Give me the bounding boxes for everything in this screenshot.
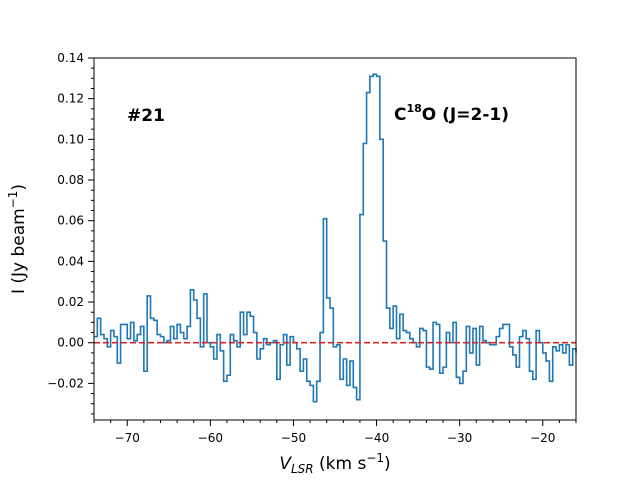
x-axis-label: VLSR (km s−1) — [279, 451, 390, 476]
series-group — [94, 73, 577, 403]
y-tick-label: 0.08 — [57, 173, 84, 187]
y-label-sup: −1 — [6, 191, 20, 209]
x-label-unit-close: ) — [384, 454, 391, 474]
spectrum-step-line — [94, 73, 577, 403]
y-tick-label: 0.12 — [57, 92, 84, 106]
y-tick-label: 0.00 — [57, 336, 84, 350]
y-tick-label: 0.04 — [57, 254, 84, 268]
x-tick-label: −30 — [447, 431, 472, 445]
y-tick-label: 0.14 — [57, 51, 84, 65]
y-tick-label: −0.02 — [47, 376, 84, 390]
plot-background — [94, 58, 576, 420]
x-label-unit-sup: −1 — [366, 451, 384, 465]
x-tick-labels: −70 −60 −50 −40 −30 −20 — [115, 431, 556, 445]
molecule-element: C — [394, 105, 406, 125]
y-tick-label: 0.02 — [57, 295, 84, 309]
x-tick-label: −70 — [115, 431, 140, 445]
y-label-main: I (Jy beam — [9, 208, 29, 294]
y-tick-labels: −0.02 0.00 0.02 0.04 0.06 0.08 0.10 0.12 0.14 — [47, 51, 84, 390]
x-tick-label: −60 — [198, 431, 223, 445]
y-tick-label: 0.10 — [57, 132, 84, 146]
x-tick-label: −50 — [281, 431, 306, 445]
molecule-transition: O (J=2-1) — [422, 105, 509, 125]
source-id-annotation: #21 — [127, 106, 165, 126]
y-axis-label: I (Jy beam−1) — [6, 184, 29, 294]
x-label-var: V — [279, 454, 292, 474]
x-tick-label: −20 — [530, 431, 555, 445]
x-label-sub: LSR — [291, 462, 314, 476]
plot-frame — [93, 57, 577, 421]
x-label-unit: (km s — [314, 454, 367, 474]
y-tick-label: 0.06 — [57, 214, 84, 228]
molecule-annotation: C18O (J=2-1) — [394, 102, 509, 125]
x-tick-label: −40 — [364, 431, 389, 445]
molecule-isotope: 18 — [406, 102, 421, 115]
major-ticks — [88, 57, 544, 426]
y-label-close: ) — [9, 184, 29, 191]
